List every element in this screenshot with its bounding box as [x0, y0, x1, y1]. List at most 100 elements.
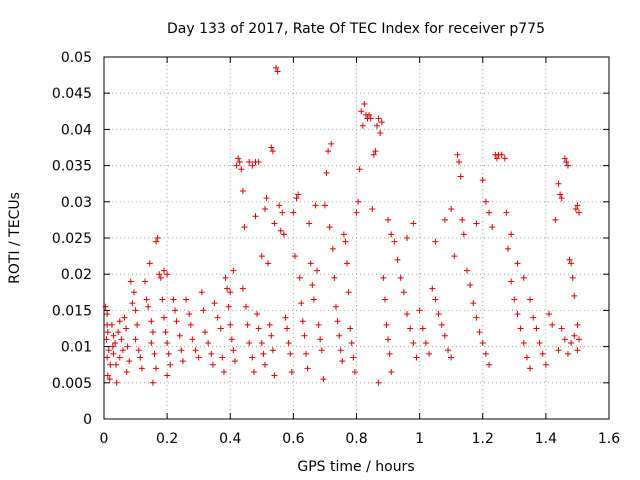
- data-point: [285, 339, 292, 346]
- data-point: [348, 339, 355, 346]
- x-tick-label: 1.6: [598, 431, 620, 447]
- x-tick-label: 0.4: [219, 431, 241, 447]
- data-point: [482, 350, 489, 357]
- data-point: [448, 206, 455, 213]
- data-point: [209, 361, 216, 368]
- data-point: [546, 311, 553, 318]
- data-point: [126, 358, 133, 365]
- data-point: [493, 155, 500, 162]
- data-point: [217, 325, 224, 332]
- data-point: [277, 227, 284, 234]
- axis-ticks: [103, 56, 610, 420]
- data-point: [413, 354, 420, 361]
- data-point: [274, 68, 281, 75]
- data-point: [260, 350, 267, 357]
- grid-lines: [104, 57, 609, 419]
- data-point: [451, 253, 458, 260]
- data-point: [295, 191, 302, 198]
- data-point: [323, 169, 330, 176]
- data-point: [498, 151, 505, 158]
- data-point: [200, 307, 207, 314]
- data-point: [116, 354, 123, 361]
- data-point: [347, 325, 354, 332]
- data-point: [315, 321, 322, 328]
- data-point: [134, 321, 141, 328]
- data-point: [106, 376, 113, 383]
- data-point: [112, 339, 119, 346]
- data-point: [378, 119, 385, 126]
- data-point: [129, 300, 136, 307]
- data-point: [156, 271, 163, 278]
- data-point: [298, 300, 305, 307]
- data-point: [569, 274, 576, 281]
- data-point: [549, 321, 556, 328]
- data-point: [303, 350, 309, 357]
- data-point: [145, 303, 152, 310]
- data-point: [261, 361, 268, 368]
- data-point: [473, 220, 480, 227]
- data-point: [164, 372, 171, 379]
- data-point: [287, 350, 294, 357]
- data-point: [476, 329, 483, 336]
- data-point: [318, 347, 325, 354]
- y-tick-label: 0: [83, 412, 92, 428]
- data-point: [564, 162, 571, 169]
- data-point: [309, 282, 316, 289]
- data-point: [165, 350, 172, 357]
- data-point: [246, 339, 253, 346]
- data-point: [527, 365, 534, 372]
- data-point: [225, 303, 232, 310]
- data-point: [105, 347, 112, 354]
- data-point: [380, 274, 387, 281]
- data-point: [258, 253, 265, 260]
- data-point: [422, 339, 429, 346]
- data-point: [435, 311, 442, 318]
- data-point: [536, 339, 543, 346]
- data-point: [252, 213, 259, 220]
- data-point: [388, 368, 395, 375]
- data-point: [173, 318, 180, 325]
- data-point: [432, 296, 439, 303]
- x-tick-label: 1.4: [535, 431, 557, 447]
- data-point: [104, 311, 111, 318]
- data-point: [563, 158, 570, 165]
- y-tick-label: 0.025: [52, 231, 92, 247]
- data-point: [110, 350, 117, 357]
- data-point: [239, 187, 246, 194]
- data-point: [290, 209, 297, 216]
- data-point: [381, 296, 388, 303]
- y-tick-label: 0.02: [61, 267, 92, 283]
- data-point: [291, 253, 298, 260]
- data-point: [132, 307, 139, 314]
- data-point: [160, 314, 167, 321]
- data-point: [202, 329, 208, 336]
- data-point: [211, 300, 218, 307]
- y-axis-label: ROTI / TECUs: [7, 192, 23, 284]
- y-tick-label: 0.035: [52, 159, 92, 175]
- data-point: [383, 321, 390, 328]
- data-point: [555, 347, 562, 354]
- data-point: [293, 195, 300, 202]
- data-point: [505, 245, 511, 252]
- data-point: [312, 202, 319, 209]
- data-point: [326, 224, 333, 231]
- data-point: [195, 354, 202, 361]
- data-point: [189, 336, 196, 343]
- x-tick-label: 0.2: [156, 431, 178, 447]
- data-point: [271, 220, 278, 227]
- data-point: [135, 347, 142, 354]
- data-point: [520, 339, 527, 346]
- data-point: [113, 379, 120, 386]
- data-point: [530, 314, 537, 321]
- data-point: [438, 321, 445, 328]
- data-point: [118, 336, 125, 343]
- data-point: [231, 358, 238, 365]
- data-point: [350, 354, 357, 361]
- data-point: [284, 325, 291, 332]
- data-point: [137, 354, 144, 361]
- data-point: [314, 267, 321, 274]
- data-point: [441, 216, 448, 223]
- data-point: [146, 260, 153, 267]
- x-axis-label: GPS time / hours: [297, 459, 414, 475]
